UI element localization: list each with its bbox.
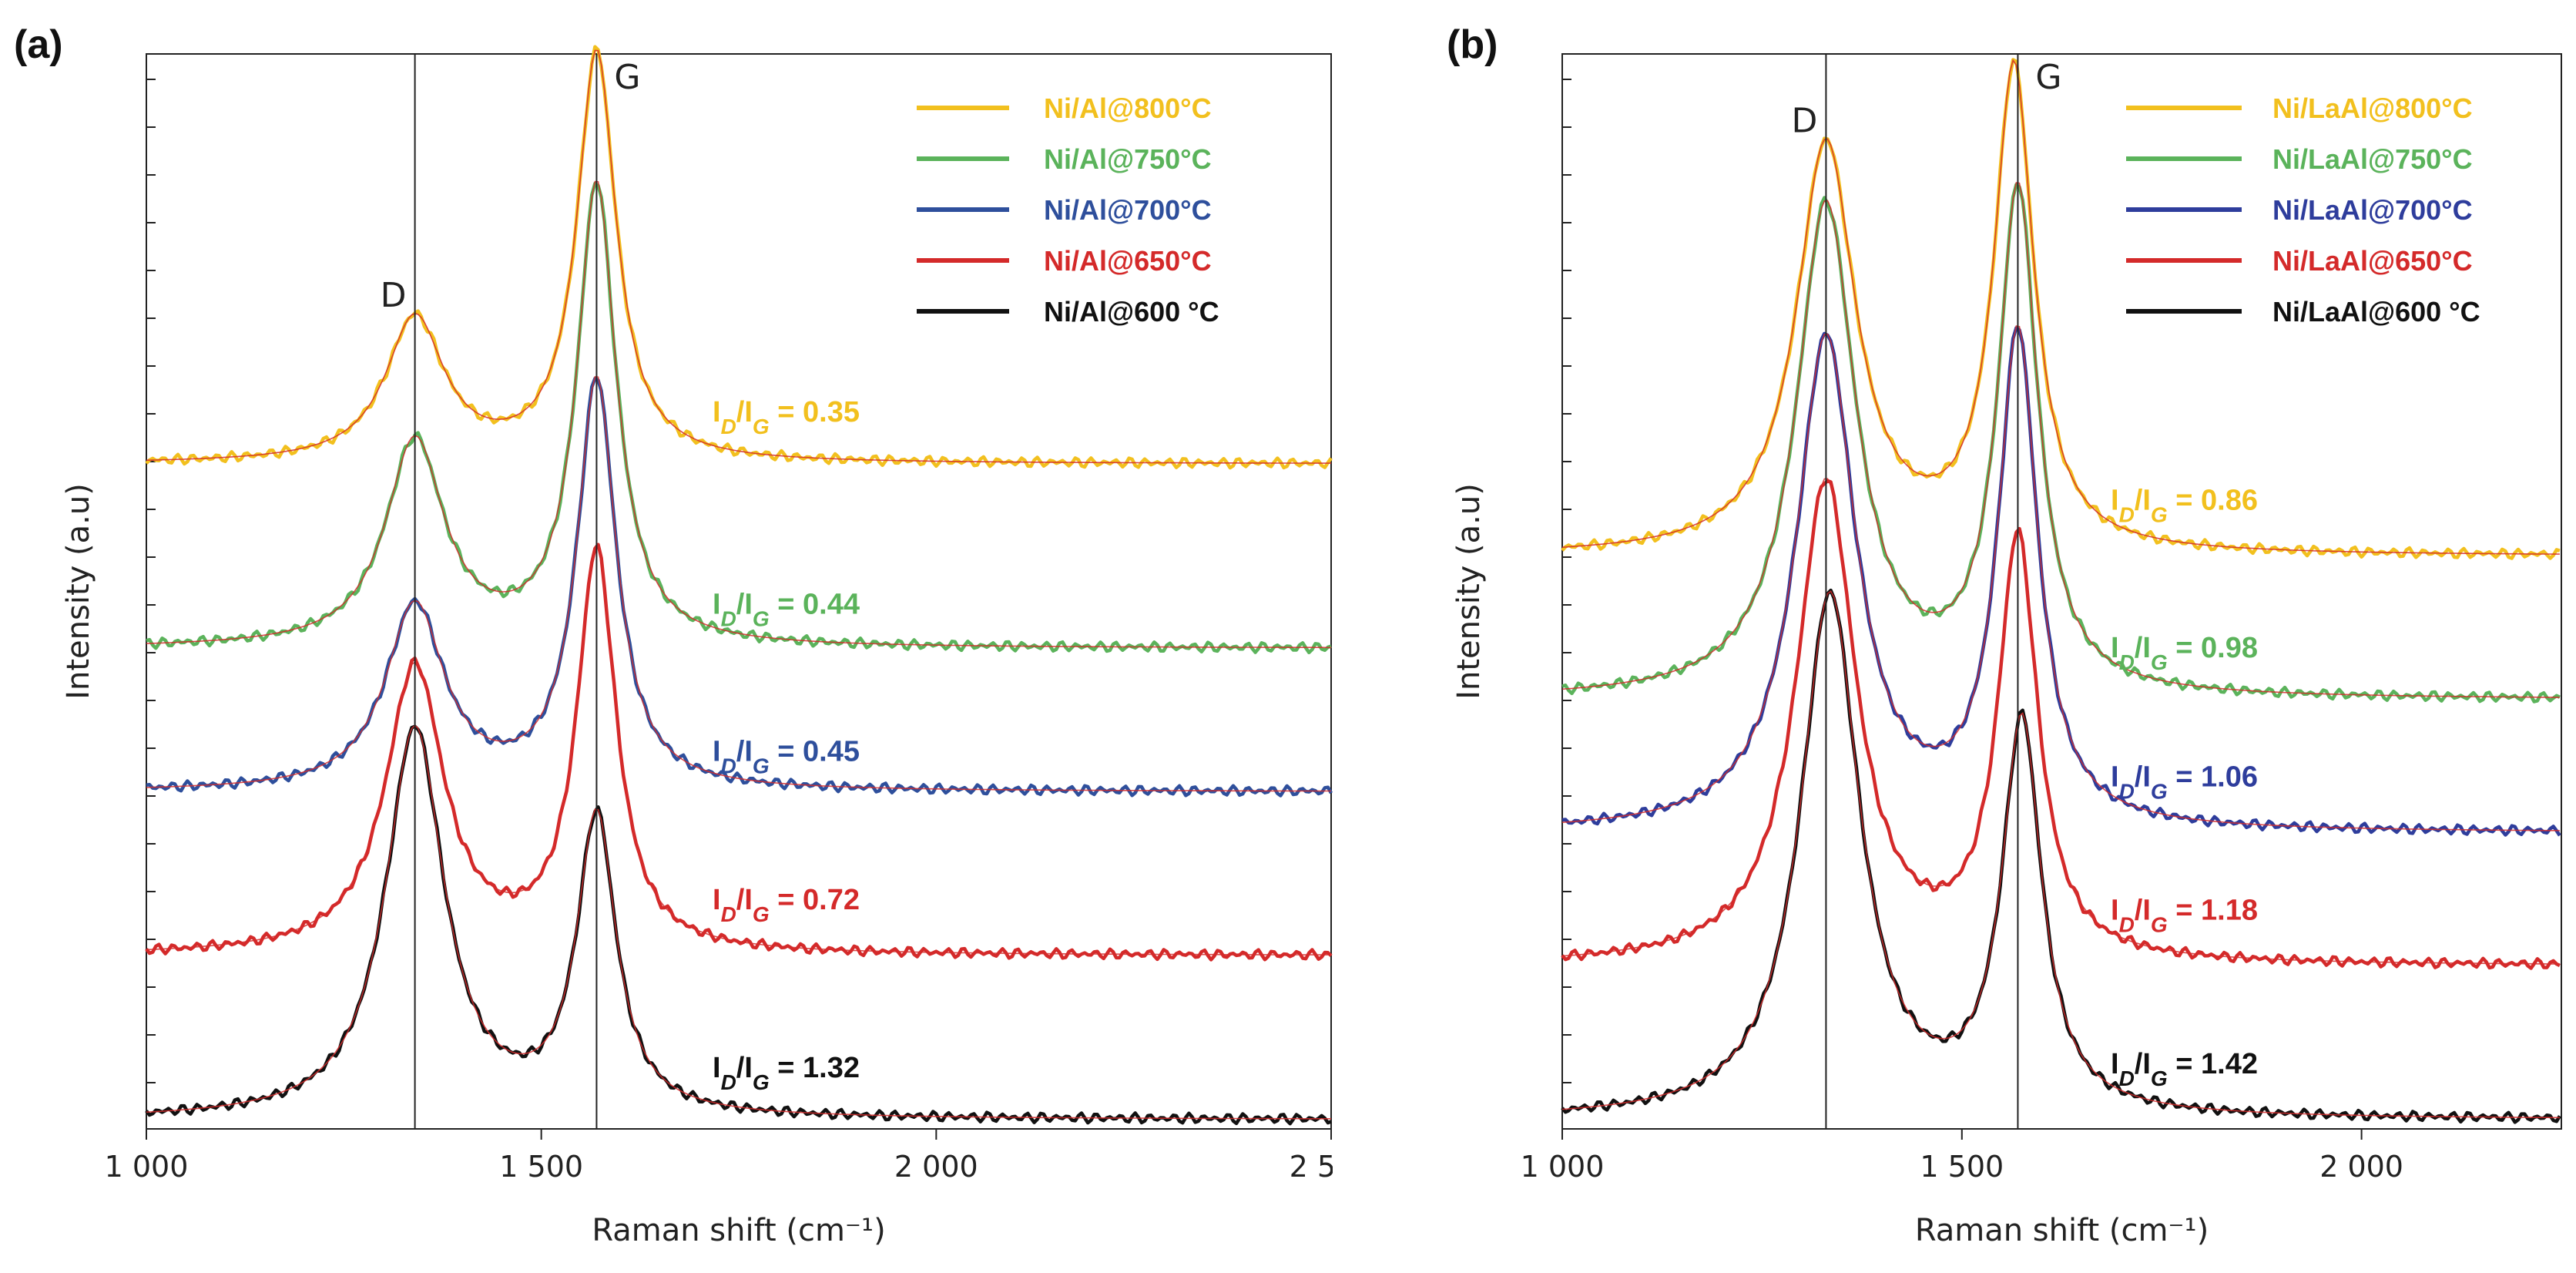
- peak-label: D: [1791, 102, 1817, 141]
- legend-label: Ni/Al@700°C: [1044, 194, 1212, 226]
- ratio-label: ID/IG = 1.18: [2111, 895, 2258, 937]
- panel-b: (b) 1 000 1 500 2 000 Raman shift (cm⁻¹) Inte…: [1433, 0, 2576, 1273]
- x-axis-title: Raman shift (cm⁻¹): [1915, 1213, 2209, 1248]
- series-line: [1561, 326, 2561, 837]
- x-tick-label: 1 000: [1521, 1150, 1605, 1184]
- series-line: [1561, 479, 2561, 970]
- legend-label: Ni/LaAl@700°C: [2272, 194, 2473, 226]
- fit-line: [146, 546, 1331, 956]
- panel-a: (a) 1 000 1 500 2 000 2 500 Raman shift (cm⁻¹…: [14, 22, 1333, 1248]
- fit-line: [1561, 325, 2560, 831]
- plot-frame: [146, 53, 1332, 1130]
- x-tick-label: 2 500: [1290, 1150, 1333, 1184]
- fit-line: [1561, 590, 2560, 1119]
- x-axis-title: Raman shift (cm⁻¹): [592, 1213, 885, 1248]
- peak-label: G: [2035, 58, 2061, 97]
- x-tick-label: 1 000: [105, 1150, 189, 1184]
- fit-line: [1561, 182, 2560, 698]
- fit-line: [146, 724, 1331, 1120]
- ratio-label: ID/IG = 0.45: [713, 735, 860, 778]
- panel-label: (a): [14, 22, 63, 67]
- x-tick-label: 1 500: [499, 1150, 583, 1184]
- fit-line: [146, 376, 1331, 792]
- series-line: [145, 724, 1332, 1126]
- ratio-label: ID/IG = 0.72: [713, 884, 860, 926]
- fit-line: [1561, 478, 2560, 965]
- panel-label: (b): [1447, 22, 1498, 67]
- series-line: [146, 376, 1333, 798]
- legend-label: Ni/Al@650°C: [1044, 245, 1212, 277]
- x-tick-label: 2 000: [894, 1150, 978, 1184]
- legend-label: Ni/Al@800°C: [1044, 92, 1212, 124]
- x-tick-label: 1 500: [1920, 1150, 2004, 1184]
- fit-line: [1561, 59, 2560, 555]
- plot-frame: [1561, 53, 2562, 1130]
- ratio-label: ID/IG = 0.44: [713, 588, 860, 630]
- y-axis-title: Intensity (a.u): [1451, 483, 1487, 700]
- y-axis-title: Intensity (a.u): [61, 483, 96, 700]
- ratio-label: ID/IG = 0.35: [713, 396, 860, 438]
- x-tick-label: 2 000: [2319, 1150, 2403, 1184]
- fit-line: [146, 180, 1331, 649]
- ratio-label: ID/IG = 0.98: [2111, 632, 2258, 674]
- series-line: [1561, 588, 2561, 1124]
- ratio-label: ID/IG = 1.42: [2111, 1048, 2258, 1090]
- series-line: [1561, 58, 2561, 560]
- legend-label: Ni/Al@600 °C: [1044, 296, 1219, 327]
- peak-label: D: [381, 276, 407, 315]
- legend-label: Ni/LaAl@600 °C: [2272, 296, 2480, 327]
- legend-label: Ni/LaAl@800°C: [2272, 92, 2473, 124]
- fit-line: [146, 49, 1331, 464]
- legend-label: Ni/LaAl@650°C: [2272, 245, 2473, 277]
- chart-b: (b) 1 000 1 500 2 000 Raman shift (cm⁻¹) Inte…: [1447, 22, 2562, 1248]
- ratio-label: ID/IG = 1.32: [713, 1052, 860, 1094]
- ratio-label: ID/IG = 0.86: [2111, 485, 2258, 527]
- legend-label: Ni/Al@750°C: [1044, 143, 1212, 175]
- ratio-label: ID/IG = 1.06: [2111, 761, 2258, 803]
- peak-label: G: [614, 58, 640, 97]
- chart-a: (a) 1 000 1 500 2 000 2 500 Raman shift (cm⁻¹…: [14, 22, 1333, 1248]
- legend-label: Ni/LaAl@750°C: [2272, 143, 2473, 175]
